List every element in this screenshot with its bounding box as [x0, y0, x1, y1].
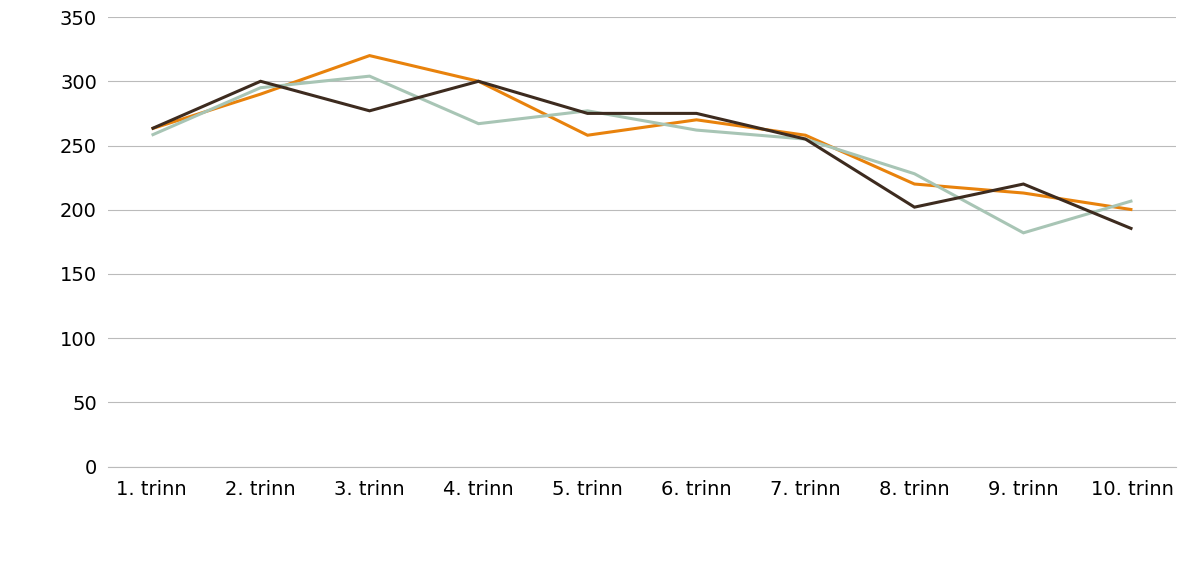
2022–23 — [907, 180, 922, 187]
2021–22 — [362, 73, 377, 80]
2020–21 — [798, 135, 812, 142]
2020–21 — [144, 125, 158, 132]
2020–21 — [1016, 180, 1031, 187]
2021–22 — [689, 127, 703, 134]
2022–23 — [472, 78, 486, 85]
Line: 2022–23: 2022–23 — [151, 56, 1133, 210]
2020–21 — [1126, 225, 1140, 232]
2020–21 — [689, 110, 703, 117]
2021–22 — [144, 132, 158, 139]
Legend: 2022–23, 2021–22, 2020–21: 2022–23, 2021–22, 2020–21 — [355, 566, 929, 569]
2020–21 — [472, 78, 486, 85]
2021–22 — [798, 135, 812, 142]
2022–23 — [689, 117, 703, 123]
2022–23 — [1016, 189, 1031, 196]
2021–22 — [581, 108, 595, 114]
2021–22 — [1016, 229, 1031, 236]
Line: 2021–22: 2021–22 — [151, 76, 1133, 233]
2020–21 — [362, 108, 377, 114]
2022–23 — [1126, 207, 1140, 213]
2020–21 — [581, 110, 595, 117]
2020–21 — [907, 204, 922, 211]
Line: 2020–21: 2020–21 — [151, 81, 1133, 229]
2022–23 — [581, 132, 595, 139]
2020–21 — [253, 78, 268, 85]
2022–23 — [144, 125, 158, 132]
2022–23 — [253, 90, 268, 97]
2022–23 — [362, 52, 377, 59]
2021–22 — [472, 120, 486, 127]
2021–22 — [907, 170, 922, 177]
2022–23 — [798, 132, 812, 139]
2021–22 — [253, 84, 268, 91]
2021–22 — [1126, 197, 1140, 204]
